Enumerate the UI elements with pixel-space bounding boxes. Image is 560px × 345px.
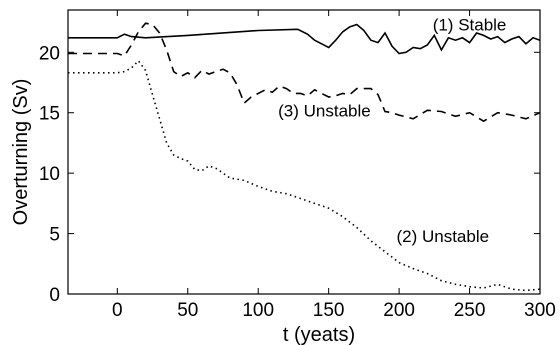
- x-tick-label: 300: [524, 300, 556, 321]
- x-tick-label: 150: [313, 300, 345, 321]
- series-annotation: (1) Stable: [433, 16, 507, 35]
- x-axis-label: t (yeats): [283, 324, 355, 345]
- series-annotation: (3) Unstable: [278, 101, 371, 120]
- y-tick-label: 20: [39, 43, 60, 64]
- y-tick-label: 5: [49, 225, 60, 246]
- y-tick-label: 15: [39, 104, 60, 125]
- y-tick-label: 10: [39, 164, 60, 185]
- plot-frame: [67, 9, 541, 295]
- y-axis-label: Overturning (Sv): [10, 79, 32, 226]
- x-tick-label: 0: [112, 300, 123, 321]
- x-tick-label: 50: [177, 300, 198, 321]
- series-line-1-stable: [68, 23, 541, 55]
- series-annotation: (2) Unstable: [396, 227, 489, 246]
- x-tick-label: 250: [454, 300, 486, 321]
- series-line-3-unstable: [68, 22, 541, 123]
- x-tick-label: 100: [242, 300, 274, 321]
- x-tick-label: 200: [383, 300, 415, 321]
- y-tick-label: 0: [49, 285, 60, 306]
